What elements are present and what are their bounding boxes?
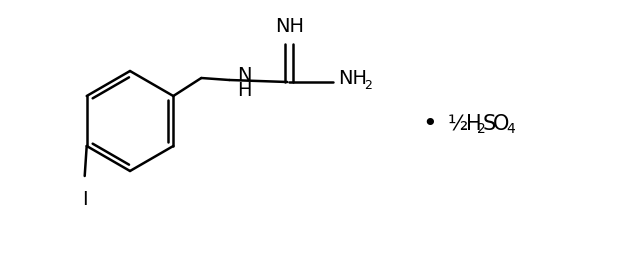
Text: 4: 4 bbox=[506, 122, 515, 136]
Text: I: I bbox=[82, 190, 88, 209]
Text: ½: ½ bbox=[448, 114, 468, 134]
Text: NH: NH bbox=[275, 17, 304, 36]
Text: •: • bbox=[422, 112, 437, 136]
Text: N: N bbox=[237, 66, 252, 84]
Text: 2: 2 bbox=[364, 78, 372, 91]
Text: H: H bbox=[466, 114, 482, 134]
Text: H: H bbox=[237, 81, 252, 99]
Text: 2: 2 bbox=[477, 122, 486, 136]
Text: S: S bbox=[483, 114, 496, 134]
Text: NH: NH bbox=[339, 68, 367, 88]
Text: O: O bbox=[493, 114, 509, 134]
